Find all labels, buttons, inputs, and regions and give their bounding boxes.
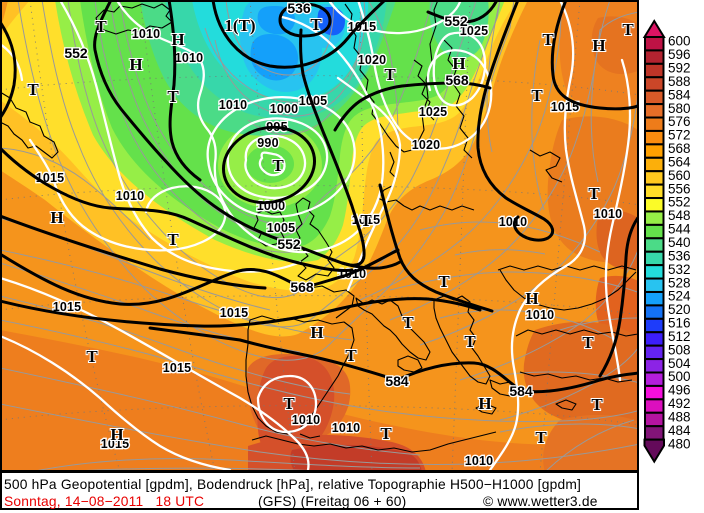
svg-text:1(T): 1(T) bbox=[224, 16, 255, 35]
svg-text:1010: 1010 bbox=[116, 189, 145, 203]
svg-text:T: T bbox=[402, 313, 414, 332]
svg-text:568: 568 bbox=[445, 72, 469, 88]
svg-text:1025: 1025 bbox=[460, 24, 489, 38]
svg-text:© www.wetter3.de: © www.wetter3.de bbox=[483, 494, 598, 509]
svg-text:552: 552 bbox=[64, 45, 88, 61]
svg-text:T: T bbox=[167, 230, 179, 249]
svg-text:1010: 1010 bbox=[219, 98, 248, 112]
svg-text:1010: 1010 bbox=[175, 51, 204, 65]
svg-text:(GFS) (Freitag 06 + 60): (GFS) (Freitag 06 + 60) bbox=[258, 494, 406, 509]
svg-text:584: 584 bbox=[385, 373, 409, 389]
svg-text:552: 552 bbox=[668, 195, 691, 210]
svg-text:T: T bbox=[588, 184, 600, 203]
svg-text:596: 596 bbox=[668, 47, 691, 62]
svg-text:T: T bbox=[283, 394, 295, 413]
svg-text:504: 504 bbox=[668, 356, 691, 371]
svg-text:1020: 1020 bbox=[412, 138, 441, 152]
svg-text:496: 496 bbox=[668, 383, 691, 398]
svg-text:T: T bbox=[310, 15, 322, 34]
svg-text:536: 536 bbox=[287, 0, 311, 16]
svg-text:1015: 1015 bbox=[53, 300, 82, 314]
svg-text:548: 548 bbox=[668, 208, 691, 223]
svg-text:512: 512 bbox=[668, 329, 691, 344]
svg-text:1005: 1005 bbox=[267, 221, 296, 235]
svg-text:556: 556 bbox=[668, 181, 691, 196]
svg-text:500 hPa Geopotential [gpdm], B: 500 hPa Geopotential [gpdm], Bodendruck … bbox=[4, 477, 581, 492]
svg-text:T: T bbox=[438, 272, 450, 291]
svg-text:584: 584 bbox=[668, 87, 691, 102]
svg-text:1000: 1000 bbox=[270, 102, 299, 116]
svg-text:500: 500 bbox=[668, 369, 691, 384]
svg-text:1010: 1010 bbox=[526, 308, 555, 322]
svg-text:568: 568 bbox=[290, 279, 314, 295]
svg-text:524: 524 bbox=[668, 289, 691, 304]
svg-text:560: 560 bbox=[668, 168, 691, 183]
svg-text:H: H bbox=[129, 55, 142, 74]
svg-text:T: T bbox=[535, 428, 547, 447]
svg-text:T: T bbox=[86, 347, 98, 366]
svg-text:Sonntag, 14−08−2011 18 UTC: Sonntag, 14−08−2011 18 UTC bbox=[4, 494, 204, 509]
svg-text:1015: 1015 bbox=[36, 171, 65, 185]
svg-text:T: T bbox=[542, 30, 554, 49]
svg-text:T: T bbox=[27, 80, 39, 99]
svg-text:484: 484 bbox=[668, 423, 691, 438]
svg-text:T: T bbox=[345, 346, 357, 365]
svg-text:584: 584 bbox=[509, 383, 533, 399]
svg-text:1010: 1010 bbox=[594, 207, 623, 221]
svg-text:T: T bbox=[360, 211, 372, 230]
svg-text:1025: 1025 bbox=[419, 105, 448, 119]
svg-text:T: T bbox=[384, 65, 396, 84]
svg-text:564: 564 bbox=[668, 154, 691, 169]
svg-text:H: H bbox=[50, 208, 63, 227]
svg-text:492: 492 bbox=[668, 396, 691, 411]
svg-text:T: T bbox=[380, 424, 392, 443]
svg-text:T: T bbox=[167, 87, 179, 106]
svg-text:H: H bbox=[592, 36, 605, 55]
svg-text:588: 588 bbox=[668, 74, 691, 89]
svg-text:572: 572 bbox=[668, 128, 691, 143]
svg-text:H: H bbox=[171, 30, 184, 49]
svg-text:600: 600 bbox=[668, 34, 691, 49]
svg-text:528: 528 bbox=[668, 275, 691, 290]
svg-text:568: 568 bbox=[668, 141, 691, 156]
svg-text:H: H bbox=[310, 323, 323, 342]
svg-text:520: 520 bbox=[668, 302, 691, 317]
svg-text:990: 990 bbox=[257, 136, 278, 150]
svg-text:576: 576 bbox=[668, 114, 691, 129]
svg-text:T: T bbox=[591, 395, 603, 414]
svg-text:544: 544 bbox=[668, 222, 691, 237]
svg-text:1010: 1010 bbox=[465, 454, 494, 468]
svg-text:H: H bbox=[478, 394, 491, 413]
svg-text:540: 540 bbox=[668, 235, 691, 250]
svg-text:532: 532 bbox=[668, 262, 691, 277]
svg-text:T: T bbox=[272, 156, 284, 175]
svg-text:1015: 1015 bbox=[220, 306, 249, 320]
svg-text:508: 508 bbox=[668, 342, 691, 357]
svg-text:H: H bbox=[110, 425, 123, 444]
svg-text:1015: 1015 bbox=[101, 437, 130, 451]
svg-text:1010: 1010 bbox=[332, 421, 361, 435]
svg-text:552: 552 bbox=[444, 13, 468, 29]
svg-text:H: H bbox=[452, 54, 465, 73]
svg-text:1010: 1010 bbox=[499, 215, 528, 229]
svg-text:1015: 1015 bbox=[163, 361, 192, 375]
svg-text:1010: 1010 bbox=[132, 27, 161, 41]
svg-text:T: T bbox=[622, 20, 634, 39]
svg-text:516: 516 bbox=[668, 316, 691, 331]
svg-text:T: T bbox=[464, 332, 476, 351]
svg-text:480: 480 bbox=[668, 436, 691, 451]
svg-text:580: 580 bbox=[668, 101, 691, 116]
svg-text:1020: 1020 bbox=[358, 53, 387, 67]
svg-text:536: 536 bbox=[668, 248, 691, 263]
svg-text:H: H bbox=[525, 289, 538, 308]
svg-text:T: T bbox=[582, 333, 594, 352]
svg-text:T: T bbox=[531, 86, 543, 105]
svg-text:592: 592 bbox=[668, 61, 691, 76]
svg-text:1010: 1010 bbox=[292, 413, 321, 427]
svg-text:552: 552 bbox=[277, 236, 301, 252]
svg-text:488: 488 bbox=[668, 409, 691, 424]
svg-text:T: T bbox=[95, 17, 107, 36]
